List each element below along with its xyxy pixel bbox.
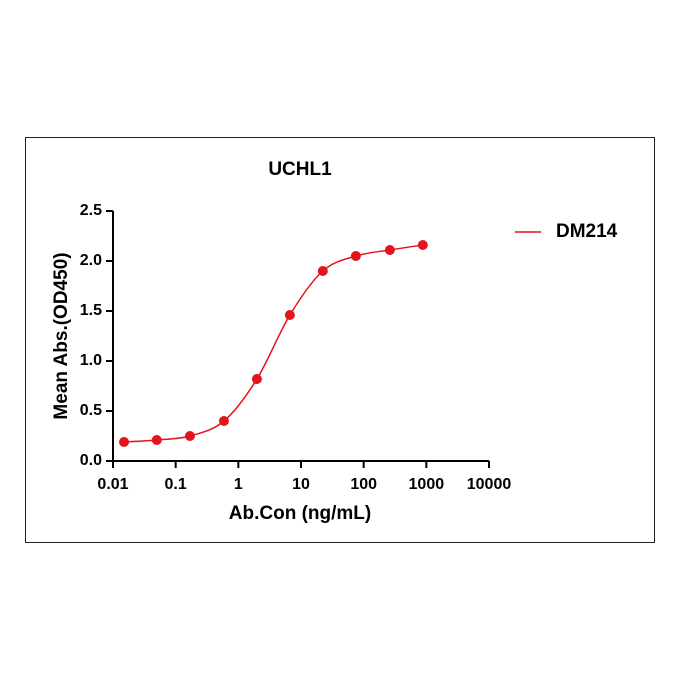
legend-label: DM214 <box>556 221 618 242</box>
x-tick-label: 10000 <box>467 476 512 493</box>
x-tick-label: 1 <box>234 476 243 493</box>
data-point <box>151 435 162 445</box>
data-point <box>317 266 328 276</box>
data-point <box>218 416 229 426</box>
y-tick-label: 2.5 <box>80 202 102 219</box>
fit-curve <box>123 244 423 443</box>
data-point <box>251 374 262 384</box>
data-point <box>184 431 195 441</box>
x-axis-label: Ab.Con (ng/mL) <box>229 503 371 524</box>
y-tick-label: 2.0 <box>80 252 102 269</box>
y-tick-label: 1.0 <box>80 352 102 369</box>
y-axis-label: Mean Abs.(OD450) <box>51 252 72 419</box>
x-tick-label: 10 <box>292 476 310 493</box>
y-tick-label: 0.0 <box>80 452 102 469</box>
x-tick-label: 1000 <box>409 476 445 493</box>
y-tick-label: 0.5 <box>80 402 102 419</box>
data-point <box>384 245 395 255</box>
data-point <box>119 437 130 447</box>
x-tick-label: 100 <box>350 476 377 493</box>
frame <box>25 137 655 543</box>
data-point <box>417 240 428 250</box>
x-tick-label: 0.01 <box>97 476 128 493</box>
chart-title: UCHL1 <box>268 159 332 180</box>
data-point <box>284 310 295 320</box>
y-tick-label: 1.5 <box>80 302 102 319</box>
data-point <box>350 251 361 261</box>
x-tick-label: 0.1 <box>165 476 187 493</box>
